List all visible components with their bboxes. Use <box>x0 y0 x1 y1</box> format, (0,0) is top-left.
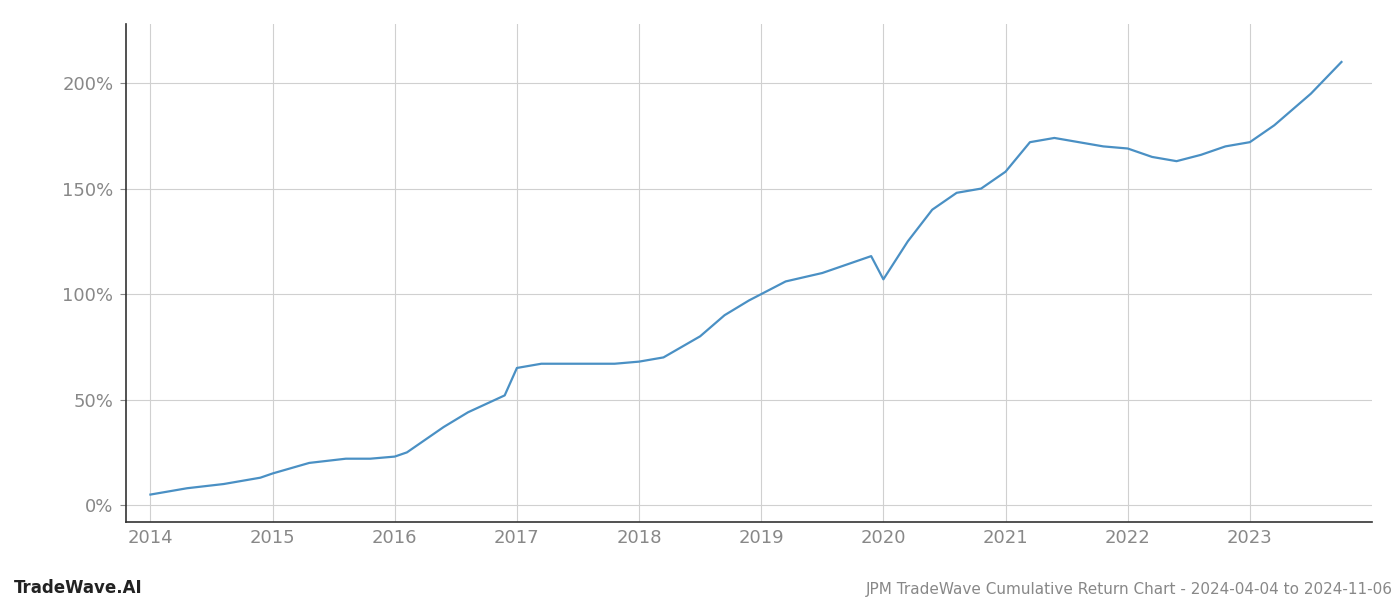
Text: JPM TradeWave Cumulative Return Chart - 2024-04-04 to 2024-11-06: JPM TradeWave Cumulative Return Chart - … <box>867 582 1393 597</box>
Text: TradeWave.AI: TradeWave.AI <box>14 579 143 597</box>
